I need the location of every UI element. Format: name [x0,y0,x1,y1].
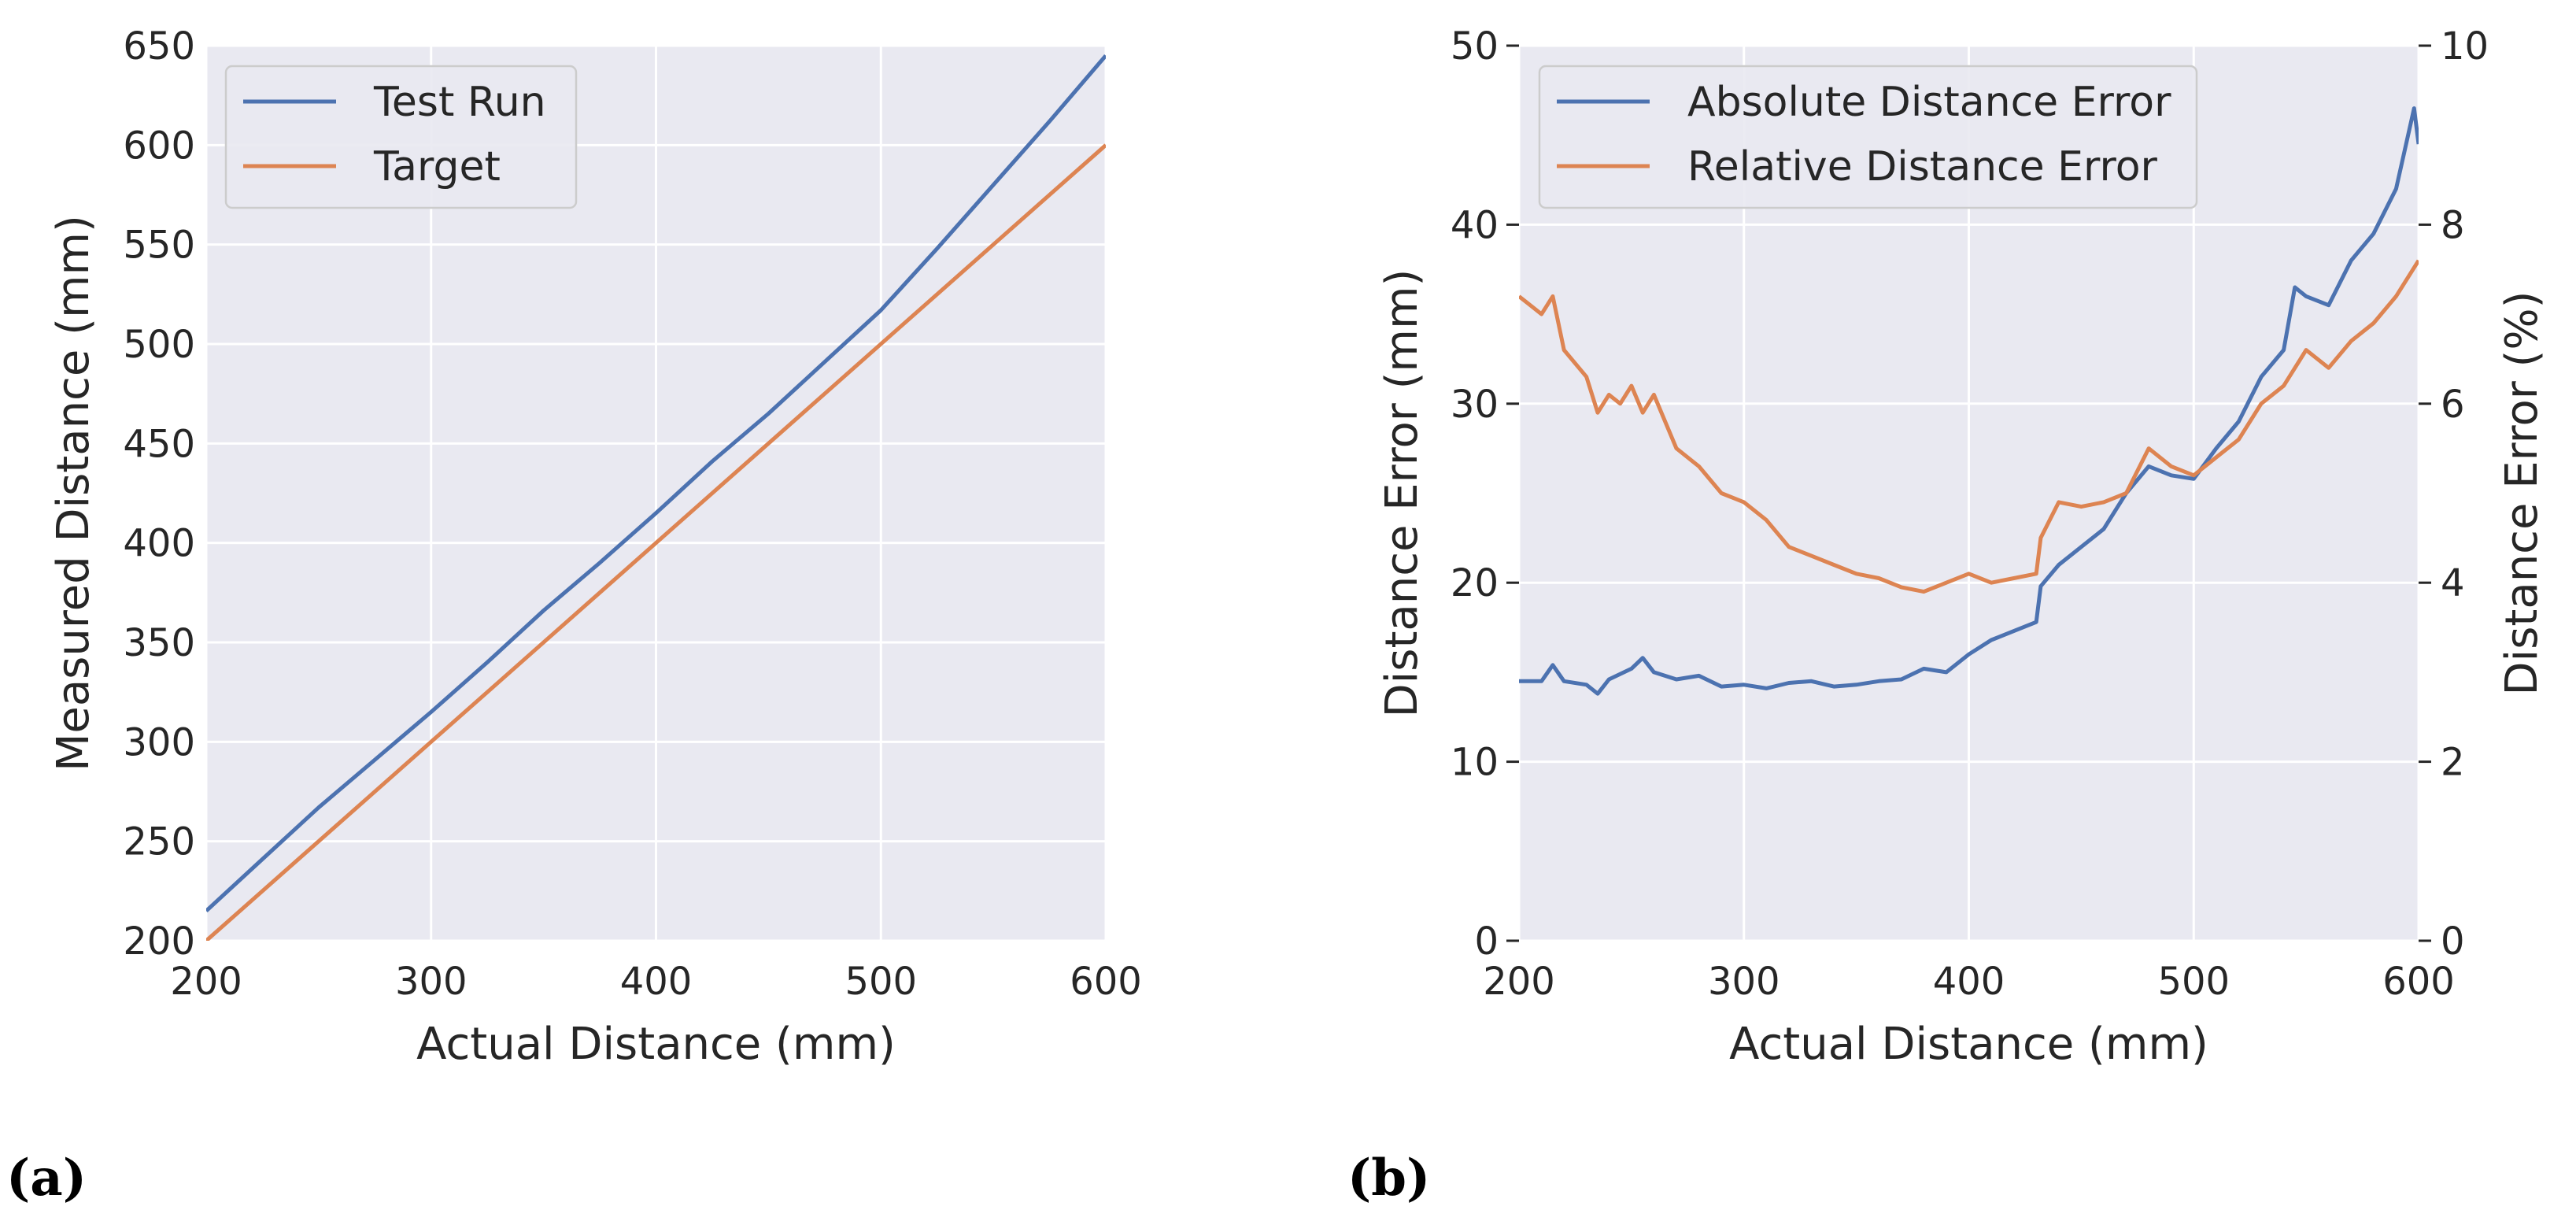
x-tick-label: 300 [1708,960,1780,1004]
panel-b-chart: 200 300 400 500 600010203040500246810Actual … [1377,24,2548,1070]
x-tick-label: 200 [170,960,242,1004]
legend-label: Absolute Distance Error [1687,79,2171,126]
y-tick-label: 10 [1451,741,1499,785]
y-tick-label: 350 [123,621,195,665]
y-axis-label: Measured Distance (mm) [48,215,99,771]
series-line-relative-distance-error [1519,259,2419,594]
y-tick-label: 40 [1451,203,1499,247]
x-tick-label: 600 [2382,960,2455,1004]
panel-b-label: (b) [1347,1149,1430,1208]
legend-label: Relative Distance Error [1687,143,2158,191]
y-right-tick-label: 8 [2441,203,2465,247]
series-line-absolute-distance-error [1519,106,2419,696]
y-tick-label: 400 [123,522,195,566]
y-right-tick-label: 0 [2441,919,2465,964]
x-axis-label: Actual Distance (mm) [416,1019,896,1070]
y-right-tick-label: 10 [2441,24,2489,68]
y-tick-label: 0 [1474,919,1499,964]
y-tick-label: 550 [123,224,195,268]
y-tick-label: 20 [1451,561,1499,605]
y-axis-label: Distance Error (mm) [1377,269,1428,718]
x-axis-label: Actual Distance (mm) [1729,1019,2208,1070]
y-right-tick-label: 4 [2441,561,2465,605]
y-tick-label: 250 [123,820,195,864]
y-right-tick-label: 6 [2441,383,2465,427]
y-tick-label: 650 [123,24,195,68]
legend-label: Target [373,143,501,191]
x-tick-label: 500 [844,960,917,1004]
x-tick-label: 200 [1483,960,1555,1004]
y-axis-label-right: Distance Error (%) [2497,291,2548,696]
x-tick-label: 400 [620,960,693,1004]
y-tick-label: 50 [1451,24,1499,68]
y-tick-label: 200 [123,919,195,964]
panel-a-label: (a) [6,1149,87,1208]
legend-label: Test Run [373,79,546,126]
x-tick-label: 500 [2157,960,2230,1004]
y-tick-label: 30 [1451,383,1499,427]
y-tick-label: 450 [123,422,195,466]
x-tick-label: 600 [1070,960,1142,1004]
series-line-target [206,143,1106,941]
panel-a-chart: 200 300 400 500 600 200 250 300 350 400 450 500 550 6… [48,24,1142,1070]
y-tick-label: 600 [123,124,195,168]
x-tick-label: 300 [395,960,468,1004]
y-tick-label: 300 [123,720,195,764]
x-tick-label: 400 [1933,960,2005,1004]
series-line-test-run [206,54,1106,912]
y-tick-label: 500 [123,323,195,367]
y-right-tick-label: 2 [2441,741,2465,785]
legend-box [1538,65,2198,209]
